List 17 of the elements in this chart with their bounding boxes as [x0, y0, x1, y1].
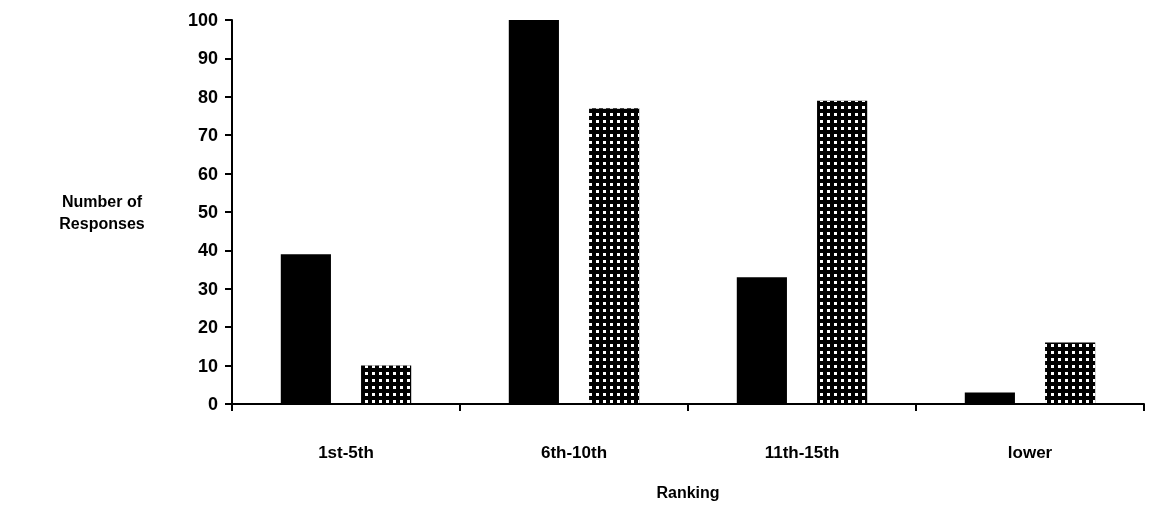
y-tick-label: 100 — [187, 10, 218, 30]
x-tick-label: lower — [1007, 443, 1053, 462]
y-tick-label: 40 — [197, 240, 218, 261]
y-tick-label: 50 — [197, 202, 218, 222]
y-axis-title: Number of Responses — [59, 192, 145, 232]
x-tick-label: 11th-15th — [764, 443, 840, 462]
y-tick-label: 60 — [197, 163, 218, 184]
x-axis-title: Ranking — [656, 483, 720, 501]
y-tick-label: 90 — [197, 48, 218, 69]
x-tick-label: 6th-10th — [540, 443, 608, 462]
y-tick-label: 0 — [207, 394, 218, 414]
y-tick-label: 30 — [197, 278, 218, 299]
x-tick-label: 1st-5th — [318, 443, 374, 462]
y-tick-label: 80 — [197, 86, 218, 107]
y-tick-label: 20 — [197, 317, 218, 338]
y-tick-label: 10 — [197, 355, 218, 376]
y-tick-label: 70 — [197, 125, 218, 146]
